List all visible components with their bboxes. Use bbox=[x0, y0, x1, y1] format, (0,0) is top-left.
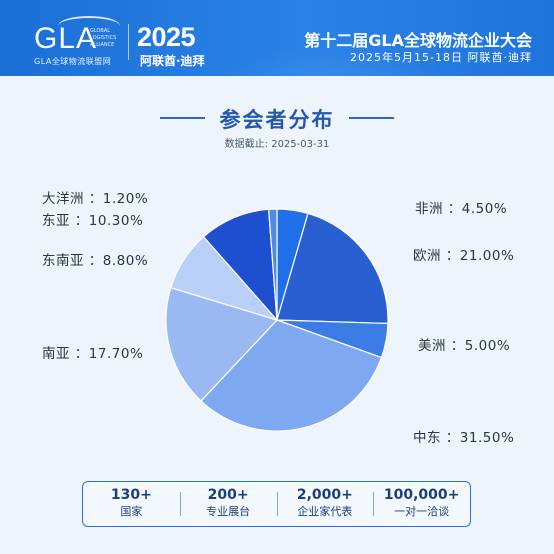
stat-value: 130+ bbox=[110, 487, 152, 503]
header-glow bbox=[205, 40, 465, 76]
logo-subtitle-en: GLOBAL LOGISTICS ALLIANCE bbox=[90, 28, 117, 48]
slice-label: 中东 ：31.50% bbox=[413, 430, 515, 446]
slice-label: 东亚 ：10.30% bbox=[42, 213, 144, 229]
event-city: 阿联酋·迪拜 bbox=[140, 54, 205, 68]
stat-unit: 企业家代表 bbox=[297, 505, 353, 518]
stat-value: 2,000+ bbox=[296, 487, 353, 503]
logo-subtitle-cn: GLA全球物流联盟网 bbox=[34, 57, 112, 66]
header-banner: GLA GLOBAL LOGISTICS ALLIANCE GLA全球物流联盟网… bbox=[0, 0, 554, 76]
logo-arc-icon bbox=[58, 16, 120, 28]
slice-label: 南亚 ：17.70% bbox=[42, 346, 144, 362]
gla-logo: GLA bbox=[34, 22, 98, 55]
data-cutoff-date: 数据截止: 2025-03-31 bbox=[224, 139, 330, 150]
pie-slice-7 bbox=[267, 208, 278, 321]
stats-bar: 130+ 国家 200+ 专业展台 2,000+ 企业家代表 100,000+ … bbox=[82, 481, 471, 527]
title-line-right bbox=[349, 117, 394, 119]
stat-value: 100,000+ bbox=[383, 487, 460, 503]
stat-value: 200+ bbox=[207, 487, 249, 503]
pie-slice-4 bbox=[165, 286, 279, 402]
pie-slice-3 bbox=[200, 319, 383, 432]
stat-unit: 国家 bbox=[120, 505, 143, 518]
conference-date: 2025年5月15-18日 阿联酋·迪拜 bbox=[350, 51, 532, 64]
stat-unit: 专业展台 bbox=[206, 505, 251, 518]
stat-unit: 一对一洽谈 bbox=[394, 505, 450, 518]
conference-title: 第十二届GLA全球物流企业大会 bbox=[304, 31, 532, 50]
stat-booths: 200+ 专业展台 bbox=[179, 482, 277, 526]
stat-meetings: 100,000+ 一对一洽谈 bbox=[373, 482, 470, 526]
chart-title: 参会者分布 bbox=[219, 108, 335, 132]
title-line-left bbox=[160, 117, 205, 119]
event-year: 2025 bbox=[137, 22, 196, 52]
slice-label: 东南亚 ：8.80% bbox=[42, 253, 149, 269]
pie-slice-1 bbox=[276, 212, 389, 325]
pie-slice-6 bbox=[202, 208, 278, 322]
stat-countries: 130+ 国家 bbox=[83, 482, 180, 526]
slice-label: 欧洲 ：21.00% bbox=[413, 248, 515, 264]
slice-label: 美洲 ：5.00% bbox=[418, 338, 511, 354]
stat-delegates: 2,000+ 企业家代表 bbox=[276, 482, 374, 526]
header-divider bbox=[128, 24, 129, 60]
slice-label: 大洋洲 ：1.20% bbox=[42, 191, 149, 207]
chart-title-row: 参会者分布 bbox=[0, 104, 554, 134]
slice-label: 非洲 ：4.50% bbox=[415, 201, 508, 217]
